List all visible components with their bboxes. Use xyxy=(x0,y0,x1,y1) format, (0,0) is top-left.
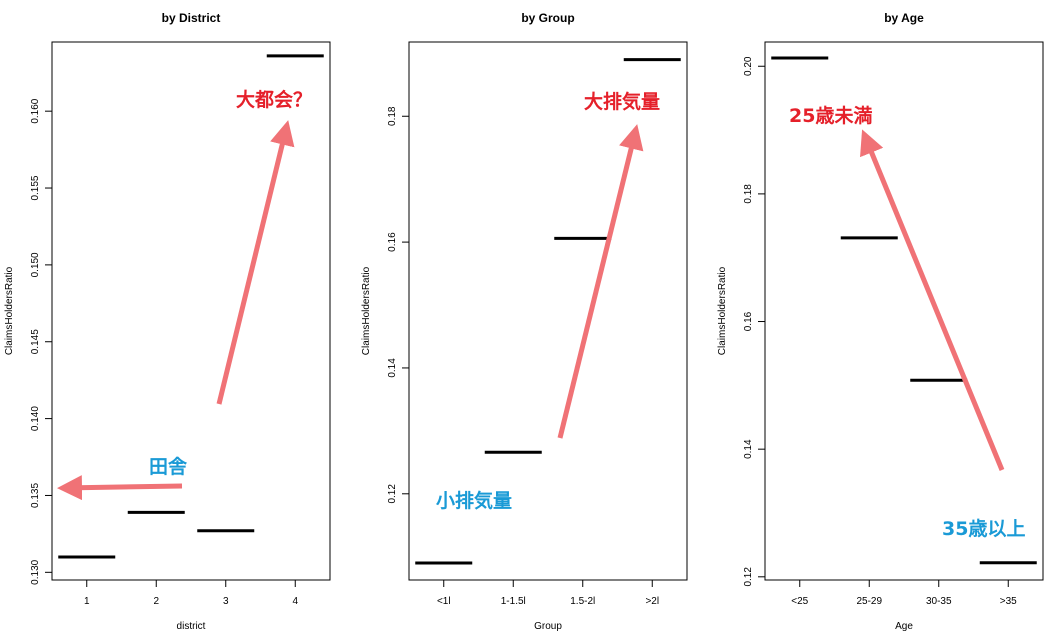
y-tick-label: 0.16 xyxy=(387,232,398,252)
y-tick-label: 0.135 xyxy=(30,483,41,508)
chart-title: by District xyxy=(162,11,221,25)
y-tick-label: 0.16 xyxy=(743,311,754,331)
annotation-label: 25歳未満 xyxy=(789,104,872,127)
chart-panel-3: by Age <25 25-29 30-35 >35 Age 0.12 0.14 0.16 0.1… xyxy=(717,11,1044,632)
plot-frame xyxy=(764,41,1044,581)
annotation-arrow xyxy=(557,124,644,439)
annotation-label: 田舎 xyxy=(149,455,188,478)
x-axis-label: Age xyxy=(895,621,913,632)
y-tick-label: 0.14 xyxy=(387,358,398,378)
plot-frame xyxy=(408,41,688,581)
plot-frame xyxy=(51,41,331,581)
x-tick-label: <25 xyxy=(791,596,808,607)
x-tick-label: 1 xyxy=(84,596,90,607)
annotation-label: 大排気量 xyxy=(584,90,660,113)
y-tick-label: 0.18 xyxy=(387,106,398,126)
x-tick-label: 30-35 xyxy=(926,596,952,607)
x-tick-label: 4 xyxy=(292,596,298,607)
chart-title: by Age xyxy=(884,11,924,25)
y-tick-label: 0.160 xyxy=(30,98,41,123)
annotation-arrow xyxy=(57,475,183,501)
y-tick-label: 0.12 xyxy=(743,567,754,587)
x-axis-label: district xyxy=(177,621,206,632)
y-tick-label: 0.20 xyxy=(743,56,754,76)
y-tick-label: 0.130 xyxy=(30,559,41,584)
chart-title: by Group xyxy=(521,11,574,25)
y-tick-label: 0.150 xyxy=(30,252,41,277)
annotation-label: 35歳以上 xyxy=(942,518,1025,540)
annotation-arrow xyxy=(860,129,1005,471)
chart-panel-2: by Group <1l 1-1.5l 1.5-2l >2l Group 0.12 0.14 0… xyxy=(361,11,688,632)
x-tick-label: >35 xyxy=(1000,596,1017,607)
x-tick-label: 3 xyxy=(223,596,229,607)
x-tick-label: 25-29 xyxy=(856,596,882,607)
y-tick-label: 0.18 xyxy=(743,184,754,204)
x-tick-label: 1.5-2l xyxy=(570,596,595,607)
x-axis-label: Group xyxy=(534,621,562,632)
x-tick-label: >2l xyxy=(645,596,659,607)
y-tick-label: 0.12 xyxy=(387,484,398,504)
x-tick-label: <1l xyxy=(437,596,451,607)
annotation-label: 大都会？ xyxy=(236,88,312,111)
y-tick-label: 0.155 xyxy=(30,175,41,200)
chart-panel-1: by District 1 2 3 4 district 0.130 0.135 0.140 0.… xyxy=(4,11,331,632)
y-axis-label: ClaimsHoldersRatio xyxy=(4,266,15,355)
y-tick-label: 0.14 xyxy=(743,439,754,459)
y-tick-label: 0.145 xyxy=(30,329,41,354)
annotation-label: 小排気量 xyxy=(436,489,512,512)
x-tick-label: 1-1.5l xyxy=(501,596,526,607)
x-tick-label: 2 xyxy=(153,596,159,607)
y-tick-label: 0.140 xyxy=(30,406,41,431)
y-axis-label: ClaimsHoldersRatio xyxy=(361,266,372,355)
y-axis-label: ClaimsHoldersRatio xyxy=(717,266,728,355)
annotation-arrow xyxy=(216,120,295,405)
